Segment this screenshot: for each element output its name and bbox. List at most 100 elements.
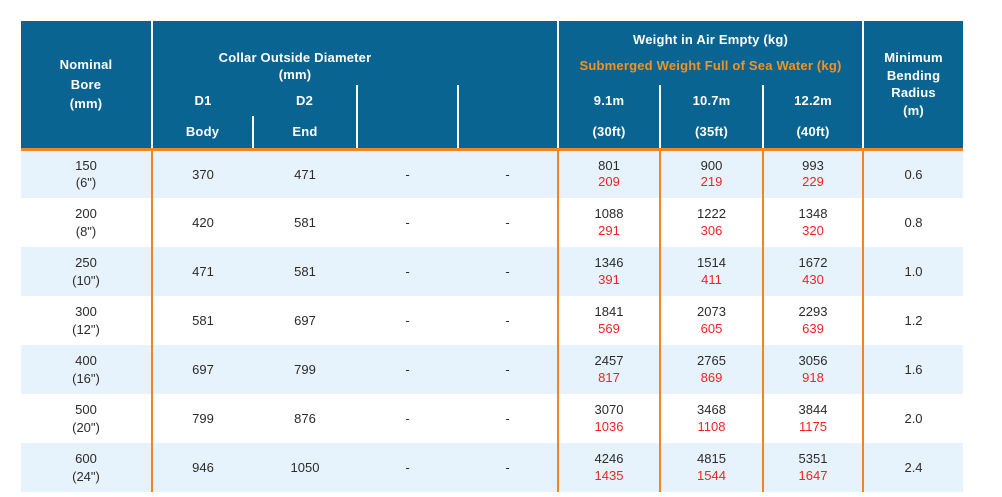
bore-cell: 600 (24") <box>21 443 152 492</box>
min-bending-radius-cell: 2.0 <box>862 394 964 443</box>
weight-submerged-value: 1647 <box>798 467 828 483</box>
d1-body-cell: 946 <box>151 443 253 492</box>
d1-body-cell: 697 <box>151 345 253 394</box>
weight-air-value: 2073 <box>697 304 726 319</box>
bore-mm: 200 <box>75 206 97 222</box>
header-nominal-line1: Nominal <box>59 57 113 72</box>
header-nominal-bore: Nominal Bore (mm) <box>21 21 152 151</box>
weight-12-2m-cell: 1348 320 <box>762 198 864 247</box>
weight-air-value: 1841 <box>594 304 624 319</box>
blank-cell: - <box>405 166 410 182</box>
bore-inch: (6") <box>75 175 97 191</box>
d2-end-cell: 1050 <box>290 460 320 475</box>
min-bending-radius-cell: 1.0 <box>862 247 964 296</box>
weight-submerged-value: 306 <box>700 222 723 238</box>
bore-cell: 300 (12") <box>21 296 152 345</box>
d1-body-cell: 799 <box>151 394 253 443</box>
weight-submerged-value: 229 <box>802 174 824 190</box>
blank-cell: - <box>405 362 410 377</box>
bore-cell: 500 (20") <box>21 394 152 443</box>
bore-inch: (16") <box>72 370 100 386</box>
weight-submerged-value: 1036 <box>594 418 624 434</box>
weight-submerged-value: 291 <box>598 222 620 238</box>
d2-end-cell: 581 <box>294 215 316 230</box>
d2-end-cell: 876 <box>294 411 316 426</box>
weight-air-value: 801 <box>598 157 620 173</box>
blank-cell: - <box>405 215 410 230</box>
header-nominal-line2: Bore <box>70 76 102 92</box>
weight-9-1m-cell: 1346 391 <box>557 247 661 296</box>
weight-submerged-value: 569 <box>598 320 620 336</box>
bore-mm: 250 <box>75 255 97 271</box>
weight-9-1m-cell: 4246 1435 <box>557 443 661 492</box>
weight-air-value: 1088 <box>594 206 624 221</box>
header-collar-group: Collar Outside Diameter (mm) <box>150 21 559 85</box>
min-bending-radius-cell: 1.2 <box>862 296 964 345</box>
weight-submerged-value: 320 <box>802 222 824 238</box>
header-depth-40ft: (40ft) <box>762 116 864 151</box>
blank-cell: - <box>505 460 510 475</box>
header-depth-10-7m: 10.7m <box>659 85 764 116</box>
weight-9-1m-cell: 1841 569 <box>557 296 661 345</box>
weight-submerged-value: 411 <box>701 271 722 287</box>
weight-10-7m-cell: 1514 411 <box>659 247 764 296</box>
header-blank-col1 <box>356 85 458 116</box>
weight-10-7m-cell: 4815 1544 <box>659 443 764 492</box>
header-depth-12-2m: 12.2m <box>762 85 864 116</box>
minrad-line2: Bending <box>886 67 941 83</box>
bore-inch: (8") <box>75 223 97 239</box>
weight-air-value: 993 <box>802 157 824 173</box>
weight-10-7m-cell: 3468 1108 <box>659 394 764 443</box>
weight-air-title: Weight in Air Empty (kg) <box>633 32 789 47</box>
minrad-line4: (m) <box>903 102 924 118</box>
header-min-bending-radius: Minimum Bending Radius (m) <box>862 21 964 151</box>
header-depth-35ft: (35ft) <box>659 116 764 151</box>
table-row-500: 500 (20") 799 876 - - 3070 1036 3468 110… <box>21 394 964 443</box>
blank-cell: - <box>405 411 410 426</box>
min-bending-radius-cell: 2.4 <box>862 443 964 492</box>
blank-cell: - <box>505 215 510 230</box>
weight-air-value: 4815 <box>697 451 726 466</box>
weight-submerged-value: 1108 <box>697 418 726 434</box>
header-weight-group: Weight in Air Empty (kg) Submerged Weigh… <box>557 21 864 85</box>
header-blank-col1-sub <box>356 116 458 151</box>
bore-cell: 400 (16") <box>21 345 152 394</box>
blank-cell: - <box>405 264 410 279</box>
header-d1: D1 <box>151 85 253 116</box>
bore-inch: (20") <box>72 419 100 435</box>
table-row-300: 300 (12") 581 697 - - 1841 569 2073 605 … <box>21 296 964 345</box>
weight-air-value: 4246 <box>594 451 624 466</box>
weight-submerged-value: 817 <box>598 369 620 385</box>
weight-air-value: 3844 <box>798 402 828 417</box>
weight-air-value: 2765 <box>697 353 726 368</box>
bore-inch: (12") <box>72 321 100 337</box>
d1-body-cell: 471 <box>151 247 253 296</box>
weight-submerged-value: 1435 <box>594 467 624 483</box>
minrad-line3: Radius <box>891 85 936 101</box>
weight-submerged-value: 1175 <box>799 418 827 434</box>
bore-mm: 300 <box>75 304 97 320</box>
bore-cell: 150 (6") <box>21 149 152 198</box>
weight-10-7m-cell: 900 219 <box>659 149 764 198</box>
header-depth-9-1m: 9.1m <box>557 85 661 116</box>
weight-12-2m-cell: 2293 639 <box>762 296 864 345</box>
bore-mm: 600 <box>75 451 97 467</box>
table-row-400: 400 (16") 697 799 - - 2457 817 2765 869 … <box>21 345 964 394</box>
weight-submerged-value: 209 <box>598 174 620 190</box>
bore-inch: (24") <box>72 468 100 484</box>
bore-inch: (10") <box>72 272 100 288</box>
weight-submerged-value: 639 <box>802 320 824 336</box>
weight-9-1m-cell: 801 209 <box>557 149 661 198</box>
weight-9-1m-cell: 2457 817 <box>557 345 661 394</box>
blank-cell: - <box>405 313 410 328</box>
header-body: Body <box>151 116 253 151</box>
weight-12-2m-cell: 1672 430 <box>762 247 864 296</box>
table-row-150: 150 (6") 370 471 - - 801 209 900 219 993… <box>21 149 964 198</box>
weight-12-2m-cell: 3056 918 <box>762 345 864 394</box>
specification-table: Nominal Bore (mm) Collar Outside Diamete… <box>21 21 964 492</box>
weight-submerged-value: 605 <box>700 320 723 336</box>
min-bending-radius-cell: 1.6 <box>862 345 964 394</box>
weight-10-7m-cell: 1222 306 <box>659 198 764 247</box>
weight-submerged-value: 869 <box>700 369 723 385</box>
weight-air-value: 3468 <box>697 402 726 417</box>
